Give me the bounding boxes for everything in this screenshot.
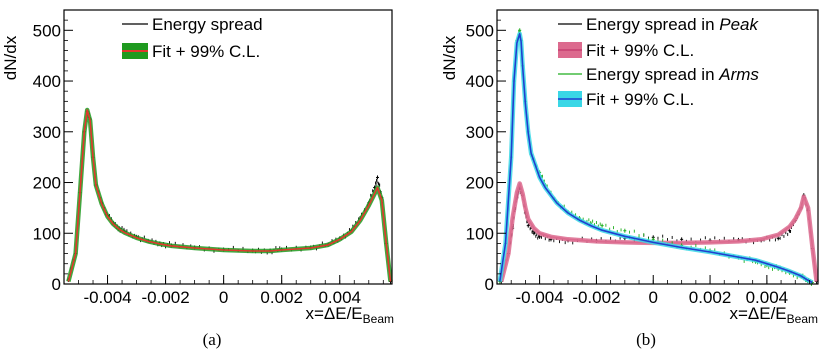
panel-a-y-tick-label-1: 100 <box>33 224 61 243</box>
panel-a: -0.004 -0.002 0 0.002 0.0040100200300400500 … <box>1 9 394 349</box>
panel-a-y-tick-label-2: 200 <box>33 174 61 193</box>
panel-a-x-axis-label: x=ΔE/EBeam <box>305 304 394 326</box>
panel-b-y-tick-label-1: 100 <box>466 224 494 243</box>
panel-b-x-tick-label-2: 0 <box>649 288 658 307</box>
panel-b-legend-label-arms-prefix: Energy spread in <box>586 65 719 84</box>
panel-b-legend-label-peak-prefix: Energy spread in <box>586 15 719 34</box>
panel-b-x-tick-label-4: 0.004 <box>746 288 789 307</box>
panel-a-y-tick-label-4: 400 <box>33 72 61 91</box>
panel-b-y-tick-label-0: 0 <box>485 275 494 294</box>
panel-a-legend-label-data: Energy spread <box>152 15 263 34</box>
panel-a-legend: Energy spread Fit + 99% C.L. <box>122 15 263 61</box>
panel-a-series-1-band <box>66 107 393 283</box>
panel-b-legend: Energy spread in Peak Fit + 99% C.L. Ene… <box>558 15 759 109</box>
panel-a-y-tick-label-3: 300 <box>33 123 61 142</box>
panel-a-series-1-fit-line <box>67 109 392 282</box>
panel-b-y-tick-label-5: 500 <box>466 21 494 40</box>
panel-b-series-1-fit-line <box>500 182 818 282</box>
panel-b-x-axis-label: x=ΔE/EBeam <box>729 304 818 326</box>
panel-a-x-tick-label-1: -0.002 <box>141 288 189 307</box>
panel-b-x-axis-label-sub: Beam <box>787 312 818 326</box>
panel-a-y-tick-label-5: 500 <box>33 21 61 40</box>
panel-a-x-axis-label-sub: Beam <box>363 312 394 326</box>
panel-b: -0.004 -0.002 0 0.002 0.0040100200300400500 … <box>440 9 819 349</box>
panel-b-series-3-fit-line <box>499 33 813 284</box>
panel-b-frame <box>496 9 819 285</box>
panel-a-x-tick-label-2: 0 <box>219 288 228 307</box>
panel-a-y-tick-label-0: 0 <box>52 275 61 294</box>
panel-a-x-tick-label-0: -0.004 <box>83 288 131 307</box>
panel-a-x-tick-label-4: 0.004 <box>318 288 361 307</box>
panel-b-y-tick-label-3: 300 <box>466 123 494 142</box>
panel-b-legend-label-arms-italic: Arms <box>718 65 759 84</box>
panel-b-legend-label-peak-fit: Fit + 99% C.L. <box>586 41 694 60</box>
panel-b-legend-label-arms-fit: Fit + 99% C.L. <box>586 90 694 109</box>
panel-b-legend-label-peak-data: Energy spread in Peak <box>586 15 759 34</box>
panel-b-x-tick-label-1: -0.002 <box>572 288 620 307</box>
panel-b-legend-label-arms-data: Energy spread in Arms <box>586 65 759 84</box>
panel-b-legend-label-peak-italic: Peak <box>719 15 759 34</box>
panel-a-y-axis-label: dN/dx <box>1 35 20 80</box>
panel-b-x-tick-label-3: 0.002 <box>689 288 732 307</box>
panel-b-y-tick-label-4: 400 <box>466 72 494 91</box>
panel-a-plot-area: -0.004 -0.002 0 0.002 0.004 0 100 200 300 400 500 <box>33 9 393 307</box>
panel-a-frame <box>63 9 393 285</box>
panel-b-y-axis-label: dN/dx <box>440 35 459 80</box>
panel-b-y-tick-label-2: 200 <box>466 174 494 193</box>
panel-a-x-axis-label-main: x=ΔE/E <box>305 304 362 323</box>
panel-a-x-tick-label-3: 0.002 <box>260 288 303 307</box>
panel-b-x-axis-label-main: x=ΔE/E <box>729 304 786 323</box>
panel-a-legend-label-fit: Fit + 99% C.L. <box>152 42 260 61</box>
panel-b-plot-area: -0.004 -0.002 0 0.002 0.004 0 100 200 300 400 500 <box>466 9 819 307</box>
panel-b-caption: (b) <box>636 330 656 349</box>
panel-b-x-tick-label-0: -0.004 <box>516 288 564 307</box>
panel-a-caption: (a) <box>203 330 222 349</box>
